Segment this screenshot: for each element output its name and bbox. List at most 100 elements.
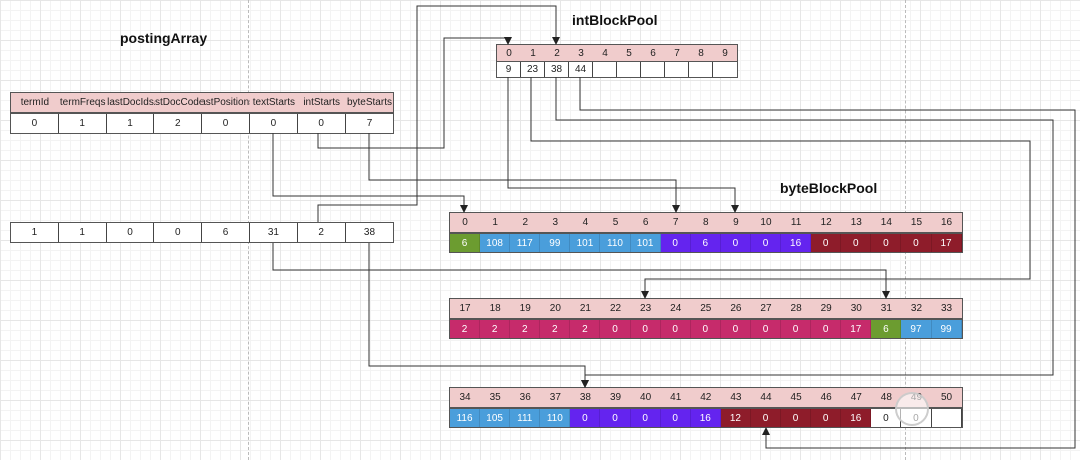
byte-block-pool-index-cell: 26 bbox=[720, 299, 751, 318]
arrow-bytestarts-38 bbox=[368, 243, 589, 388]
byte-block-pool-index-cell: 39 bbox=[600, 388, 631, 407]
posting-array-header: termIdtermFreqslastDocIdslastDocCodeslas… bbox=[10, 92, 395, 113]
byte-block-pool-value-cell: 0 bbox=[630, 320, 661, 338]
byte-block-pool-index-cell: 10 bbox=[750, 213, 782, 232]
posting-array-header-cell: lastDocCodes bbox=[154, 93, 203, 112]
byte-block-pool-value-cell: 116 bbox=[450, 409, 481, 427]
byte-block-pool-index-cell: 2 bbox=[510, 213, 541, 232]
byte-block-pool-value-cell: 0 bbox=[781, 409, 812, 427]
byte-block-pool-value-cell: 0 bbox=[811, 234, 842, 252]
posting-array-row-cell: 0 bbox=[154, 223, 203, 242]
byte-block-pool-index-cell: 28 bbox=[781, 299, 812, 318]
byte-block-pool-value-cell: 0 bbox=[660, 234, 691, 252]
byte-block-pool-index-cell: 40 bbox=[630, 388, 661, 407]
byte-block-pool-index-cell: 20 bbox=[540, 299, 571, 318]
byte-block-pool-index-cell: 1 bbox=[480, 213, 511, 232]
byte-block-pool-value-cell: 2 bbox=[450, 320, 481, 338]
byte-block-pool-index-cell: 35 bbox=[480, 388, 511, 407]
arrow-bytestarts-7 bbox=[368, 133, 680, 213]
byte-block-pool-value-cell: 16 bbox=[781, 234, 812, 252]
int-block-pool-title: intBlockPool bbox=[572, 12, 658, 28]
byte-block-pool-value-cell: 0 bbox=[750, 320, 782, 338]
byte-block-pool-value-cell: 0 bbox=[660, 409, 691, 427]
byte-block-pool-index-cell: 27 bbox=[750, 299, 782, 318]
int-block-pool-index-cell: 2 bbox=[545, 45, 569, 61]
byte-block-pool-index-cell: 41 bbox=[660, 388, 691, 407]
posting-array-header-cell: termId bbox=[11, 93, 59, 112]
byte-block-pool-value-cell: 2 bbox=[510, 320, 541, 338]
byte-block-pool-value-cell: 111 bbox=[510, 409, 541, 427]
byte-block-pool-value-cell: 0 bbox=[720, 320, 751, 338]
byte-block-pool-index-cell: 37 bbox=[540, 388, 571, 407]
byte-block-pool-value-cell: 16 bbox=[841, 409, 872, 427]
byte-block-pool-index-cell: 31 bbox=[871, 299, 902, 318]
byte-block-pool-value-cell: 2 bbox=[570, 320, 601, 338]
posting-array-header-cell: byteStarts bbox=[345, 93, 394, 112]
posting-array-header-cell: lastPositions bbox=[202, 93, 250, 112]
posting-array-header-cell: intStarts bbox=[297, 93, 346, 112]
posting-array-row-cell: 1 bbox=[106, 114, 155, 133]
posting-array-row-cell: 2 bbox=[297, 223, 346, 242]
byte-block-pool-index-cell: 16 bbox=[931, 213, 962, 232]
arrow-int-38 bbox=[555, 77, 1054, 388]
byte-block-pool-value-cell: 12 bbox=[720, 409, 751, 427]
byte-block-pool-index-cell: 3 bbox=[540, 213, 571, 232]
byte-block-pool-value-cell: 110 bbox=[540, 409, 571, 427]
byte-block-pool-title: byteBlockPool bbox=[780, 180, 878, 196]
byte-block-pool-index: 17 18 19 20 21 22 23 24 25 26 27 28 29 30 31 32 33 bbox=[449, 298, 963, 319]
byte-block-pool-index-cell: 15 bbox=[901, 213, 932, 232]
arrow-intstarts-0 bbox=[317, 37, 512, 149]
byte-block-pool-value-cell: 0 bbox=[811, 320, 842, 338]
byte-block-pool-value-cell: 0 bbox=[630, 409, 661, 427]
byte-block-pool-index-cell: 29 bbox=[811, 299, 842, 318]
posting-array-row-cell: 6 bbox=[202, 223, 250, 242]
byte-block-pool-index-cell: 22 bbox=[600, 299, 631, 318]
posting-array-row-cell: 31 bbox=[249, 223, 298, 242]
arrow-textstarts-31 bbox=[272, 243, 890, 299]
byte-block-pool-index-cell: 48 bbox=[871, 388, 902, 407]
byte-block-pool-index-cell: 32 bbox=[901, 299, 932, 318]
byte-block-pool-index-cell: 33 bbox=[931, 299, 962, 318]
byte-block-pool-value-cell: 6 bbox=[871, 320, 902, 338]
byte-block-pool-value-cell: 0 bbox=[750, 234, 782, 252]
byte-block-pool-value-cell: 0 bbox=[570, 409, 601, 427]
byte-block-pool-index: 0 1 2 3 4 5 6 7 8 9 10 11 12 13 14 15 16 bbox=[449, 212, 963, 233]
int-block-pool-value-cell bbox=[593, 62, 617, 77]
byte-block-pool-value-cell: 0 bbox=[841, 234, 872, 252]
byte-block-pool-index-cell: 13 bbox=[841, 213, 872, 232]
arrow-intstarts-2 bbox=[317, 5, 560, 222]
byte-block-pool-index-cell: 9 bbox=[720, 213, 751, 232]
int-block-pool-value-cell bbox=[665, 62, 689, 77]
posting-array-title: postingArray bbox=[120, 30, 208, 46]
byte-block-pool-index-cell: 45 bbox=[781, 388, 812, 407]
byte-block-pool-value-cell: 6 bbox=[450, 234, 481, 252]
byte-block-pool-index-cell: 6 bbox=[630, 213, 661, 232]
byte-block-pool-value-cell: 0 bbox=[901, 234, 932, 252]
int-block-pool-value-cell bbox=[689, 62, 713, 77]
int-block-pool-index-cell: 0 bbox=[497, 45, 521, 61]
posting-array-row-cell: 7 bbox=[345, 114, 394, 133]
byte-block-pool-index-cell: 46 bbox=[811, 388, 842, 407]
posting-array-row-cell: 0 bbox=[106, 223, 155, 242]
posting-array-row-cell: 1 bbox=[58, 114, 107, 133]
int-block-pool-value-cell bbox=[713, 62, 737, 77]
byte-block-pool-index-cell: 47 bbox=[841, 388, 872, 407]
posting-array-row-cell: 0 bbox=[297, 114, 346, 133]
byte-block-pool-value-cell: 117 bbox=[510, 234, 541, 252]
byte-block-pool-value-cell: 105 bbox=[480, 409, 511, 427]
arrow-textstarts-0 bbox=[272, 133, 468, 213]
byte-block-pool-index-cell: 50 bbox=[931, 388, 962, 407]
byte-block-pool-value-cell: 0 bbox=[781, 320, 812, 338]
posting-array-row-cell: 38 bbox=[345, 223, 394, 242]
wechat-watermark-icon bbox=[895, 392, 929, 426]
byte-block-pool-value-cell: 6 bbox=[690, 234, 721, 252]
posting-array-header-cell: lastDocIds bbox=[106, 93, 155, 112]
byte-block-pool-value-cell: 99 bbox=[931, 320, 962, 338]
posting-array-header-cell: termFreqs bbox=[58, 93, 107, 112]
byte-block-pool-index-cell: 30 bbox=[841, 299, 872, 318]
byte-block-pool-value-cell bbox=[931, 409, 962, 427]
byte-block-pool-index-cell: 4 bbox=[570, 213, 601, 232]
int-block-pool-index-cell: 4 bbox=[593, 45, 617, 61]
byte-block-pool-value-cell: 0 bbox=[690, 320, 721, 338]
int-block-pool-value-cell bbox=[617, 62, 641, 77]
